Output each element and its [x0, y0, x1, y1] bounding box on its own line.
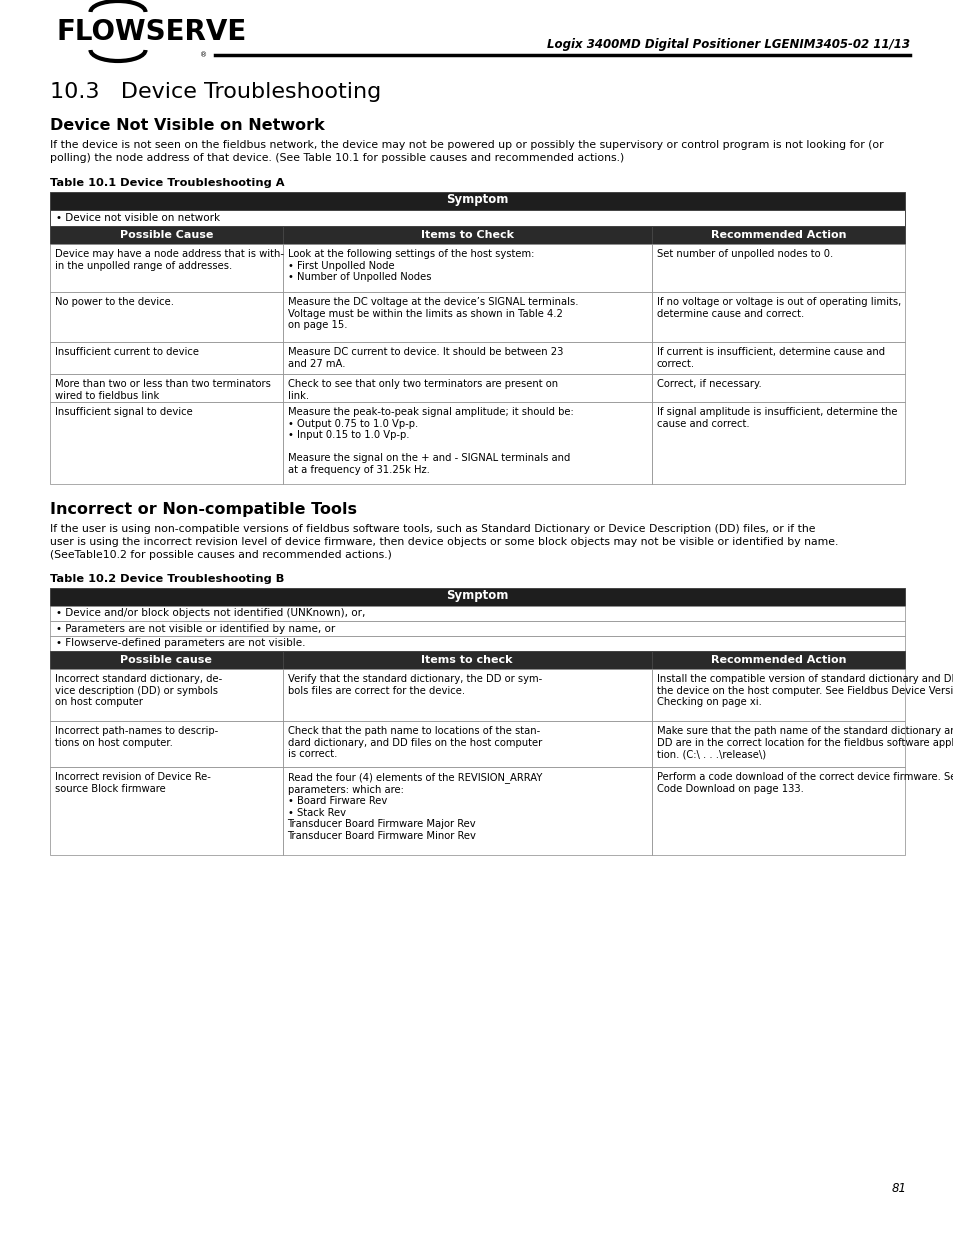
Text: Table 10.2 Device Troubleshooting B: Table 10.2 Device Troubleshooting B [50, 574, 284, 584]
Bar [50, 226, 282, 245]
Bar [50, 721, 282, 767]
Bar [651, 651, 904, 669]
Bar [50, 588, 904, 606]
Text: Check that the path name to locations of the stan-
dard dictionary, and DD files: Check that the path name to locations of… [287, 726, 541, 760]
Bar [282, 245, 651, 291]
Bar [651, 226, 904, 245]
Text: Incorrect standard dictionary, de-
vice description (DD) or symbols
on host comp: Incorrect standard dictionary, de- vice … [55, 674, 222, 708]
Bar [651, 403, 904, 484]
Bar [282, 721, 651, 767]
Text: Insufficient signal to device: Insufficient signal to device [55, 408, 193, 417]
Text: Incorrect path-names to descrip-
tions on host computer.: Incorrect path-names to descrip- tions o… [55, 726, 218, 747]
Text: user is using the incorrect revision level of device firmware, then device objec: user is using the incorrect revision lev… [50, 537, 838, 547]
Bar [50, 342, 282, 374]
Text: Insufficient current to device: Insufficient current to device [55, 347, 199, 357]
Text: Symptom: Symptom [446, 589, 508, 603]
Text: Incorrect or Non-compatible Tools: Incorrect or Non-compatible Tools [50, 501, 356, 517]
Text: FLOWSERVE: FLOWSERVE [57, 19, 247, 46]
Bar [50, 621, 904, 636]
Bar [50, 210, 904, 226]
Text: • Device not visible on network: • Device not visible on network [56, 212, 220, 224]
Text: Possible cause: Possible cause [120, 655, 212, 664]
Text: Items to Check: Items to Check [420, 230, 514, 240]
Bar [282, 342, 651, 374]
Text: polling) the node address of that device. (See Table 10.1 for possible causes an: polling) the node address of that device… [50, 153, 623, 163]
Text: Device Not Visible on Network: Device Not Visible on Network [50, 119, 324, 133]
Bar [50, 403, 282, 484]
Text: • Device and/or block objects not identified (UNKnown), or,: • Device and/or block objects not identi… [56, 609, 365, 619]
Text: Set number of unpolled nodes to 0.: Set number of unpolled nodes to 0. [657, 249, 832, 259]
Text: Check to see that only two terminators are present on
link.: Check to see that only two terminators a… [287, 379, 558, 400]
Bar [50, 191, 904, 210]
Bar [50, 374, 282, 403]
Text: If no voltage or voltage is out of operating limits,
determine cause and correct: If no voltage or voltage is out of opera… [657, 296, 901, 319]
Bar [651, 374, 904, 403]
Text: 10.3   Device Troubleshooting: 10.3 Device Troubleshooting [50, 82, 381, 103]
Text: If the device is not seen on the fieldbus network, the device may not be powered: If the device is not seen on the fieldbu… [50, 140, 882, 149]
Text: Incorrect revision of Device Re-
source Block firmware: Incorrect revision of Device Re- source … [55, 772, 211, 794]
Bar [50, 767, 282, 855]
Text: Symptom: Symptom [446, 194, 508, 206]
Text: Recommended Action: Recommended Action [710, 230, 845, 240]
Bar [50, 291, 282, 342]
Bar [282, 669, 651, 721]
Text: Correct, if necessary.: Correct, if necessary. [657, 379, 760, 389]
Text: No power to the device.: No power to the device. [55, 296, 173, 308]
Text: Install the compatible version of standard dictionary and DD for
the device on t: Install the compatible version of standa… [657, 674, 953, 708]
Bar [50, 245, 282, 291]
Text: Recommended Action: Recommended Action [710, 655, 845, 664]
Text: If the user is using non-compatible versions of fieldbus software tools, such as: If the user is using non-compatible vers… [50, 524, 815, 534]
Bar [282, 403, 651, 484]
Text: Verify that the standard dictionary, the DD or sym-
bols files are correct for t: Verify that the standard dictionary, the… [287, 674, 541, 695]
Bar [282, 226, 651, 245]
Text: Device may have a node address that is with-
in the unpolled range of addresses.: Device may have a node address that is w… [55, 249, 284, 270]
Bar [50, 636, 904, 651]
Text: Items to check: Items to check [421, 655, 513, 664]
Text: • Parameters are not visible or identified by name, or: • Parameters are not visible or identifi… [56, 624, 335, 634]
Bar [50, 669, 282, 721]
Text: Measure the DC voltage at the device’s SIGNAL terminals.
Voltage must be within : Measure the DC voltage at the device’s S… [287, 296, 578, 330]
Bar [50, 651, 282, 669]
Bar [282, 291, 651, 342]
Text: Possible Cause: Possible Cause [119, 230, 213, 240]
Text: Logix 3400MD Digital Positioner LGENIM3405-02 11/13: Logix 3400MD Digital Positioner LGENIM34… [546, 38, 909, 51]
Bar [50, 606, 904, 621]
Bar [651, 669, 904, 721]
Text: Perform a code download of the correct device firmware. See
Code Download on pag: Perform a code download of the correct d… [657, 772, 953, 794]
Bar [651, 245, 904, 291]
Text: 81: 81 [891, 1182, 906, 1195]
Bar [651, 767, 904, 855]
Bar [651, 291, 904, 342]
Bar [282, 374, 651, 403]
Text: If current is insufficient, determine cause and
correct.: If current is insufficient, determine ca… [657, 347, 884, 368]
Text: (SeeTable10.2 for possible causes and recommended actions.): (SeeTable10.2 for possible causes and re… [50, 550, 392, 559]
Text: ®: ® [200, 52, 207, 58]
Text: Measure DC current to device. It should be between 23
and 27 mA.: Measure DC current to device. It should … [287, 347, 562, 368]
Text: If signal amplitude is insufficient, determine the
cause and correct.: If signal amplitude is insufficient, det… [657, 408, 897, 429]
Text: • Flowserve-defined parameters are not visible.: • Flowserve-defined parameters are not v… [56, 638, 305, 648]
Bar [282, 767, 651, 855]
Text: More than two or less than two terminators
wired to fieldbus link: More than two or less than two terminato… [55, 379, 271, 400]
Bar [282, 651, 651, 669]
Text: Measure the peak-to-peak signal amplitude; it should be:
• Output 0.75 to 1.0 Vp: Measure the peak-to-peak signal amplitud… [287, 408, 573, 475]
Text: Table 10.1 Device Troubleshooting A: Table 10.1 Device Troubleshooting A [50, 178, 284, 188]
Bar [651, 342, 904, 374]
Text: Make sure that the path name of the standard dictionary and
DD are in the correc: Make sure that the path name of the stan… [657, 726, 953, 760]
Text: Read the four (4) elements of the REVISION_ARRAY
parameters: which are:
• Board : Read the four (4) elements of the REVISI… [287, 772, 541, 841]
Bar [651, 721, 904, 767]
Text: Look at the following settings of the host system:
• First Unpolled Node
• Numbe: Look at the following settings of the ho… [287, 249, 534, 283]
